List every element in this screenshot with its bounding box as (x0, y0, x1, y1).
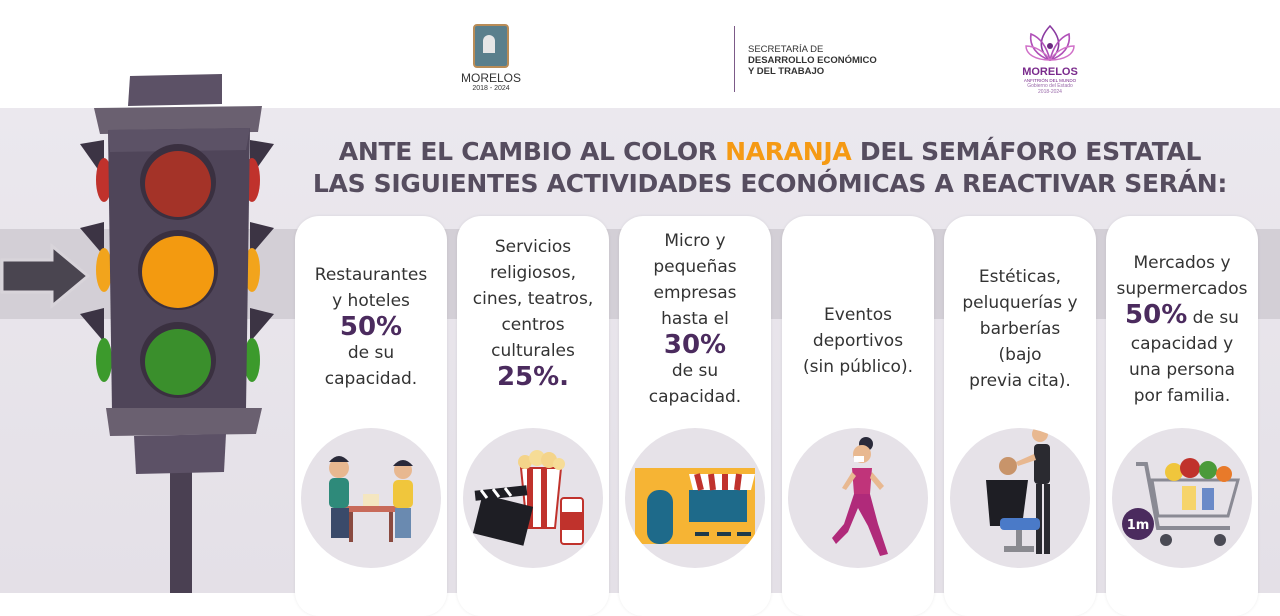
card-line: supermercados (1116, 279, 1248, 299)
secretaria-line-2: DESARROLLO ECONÓMICO (748, 55, 877, 66)
card-text: Servicios religiosos, cines, teatros, ce… (463, 234, 603, 390)
card-line: de su (347, 343, 395, 363)
shopping-cart-icon: 1m (1112, 428, 1252, 568)
card-line: hasta el (661, 309, 729, 329)
morelos-logo-years: 2018 - 2024 (472, 85, 510, 92)
activity-card-markets: Mercados y supermercados 50% de su capac… (1106, 216, 1258, 616)
card-line: religiosos, (490, 263, 576, 283)
card-line: capacidad. (648, 387, 742, 407)
lotus-icon (1025, 24, 1075, 62)
traffic-light-illustration (0, 74, 274, 593)
red-light (145, 151, 211, 217)
card-line: barberías (979, 319, 1061, 339)
secretaria-line-3: Y DEL TRABAJO (748, 66, 825, 77)
runner-icon (788, 428, 928, 568)
card-line: y hoteles (332, 291, 410, 311)
card-percentage: 50% (339, 312, 403, 342)
card-line: Eventos (824, 305, 892, 325)
card-line: culturales (491, 341, 575, 361)
barber-icon (950, 428, 1090, 568)
card-line: centros (501, 315, 565, 335)
card-line: Restaurantes (314, 265, 428, 285)
traffic-top-cap (128, 74, 222, 106)
card-percentage: 25%. (496, 362, 570, 392)
arrow-right-icon (0, 242, 91, 310)
activity-card-small-business: Micro y pequeñas empresas hasta el 30% d… (619, 216, 771, 616)
people-at-table-icon (301, 428, 441, 568)
card-line: de su (671, 361, 719, 381)
lotus-logo-name: MORELOS (1022, 66, 1078, 78)
title-line-1: ANTE EL CAMBIO AL COLOR NARANJA DEL SEMÁ… (300, 136, 1240, 168)
card-line: empresas (653, 283, 737, 303)
storefront-icon (625, 428, 765, 568)
government-lotus-logo: MORELOS ANFITRIÓN DEL MUNDO Gobierno del… (1014, 22, 1086, 95)
title-highlight-naranja: NARANJA (725, 137, 852, 166)
card-text: Restaurantes y hoteles 50% de su capacid… (301, 262, 441, 392)
card-line: (sin público). (803, 357, 913, 377)
card-line: pequeñas (653, 257, 737, 277)
card-percentage: 30% (663, 330, 727, 360)
card-line: Micro y (664, 231, 726, 251)
card-line: por familia. (1133, 386, 1231, 406)
card-text: Mercados y supermercados 50% de su capac… (1112, 250, 1252, 409)
green-light (145, 329, 211, 395)
lotus-logo-sub1: Gobierno del Estado (1027, 83, 1073, 89)
card-text: Estéticas, peluquerías y barberías (bajo… (950, 264, 1090, 394)
card-text: Micro y pequeñas empresas hasta el 30% d… (625, 228, 765, 410)
activity-card-religious-cinema: Servicios religiosos, cines, teatros, ce… (457, 216, 609, 616)
distance-badge-text: 1m (1127, 518, 1150, 533)
title-text-after: DEL SEMÁFORO ESTATAL (851, 137, 1202, 166)
card-line: Mercados y (1133, 253, 1231, 273)
card-line: cines, teatros, (472, 289, 594, 309)
card-line: Servicios (494, 237, 572, 257)
card-line: de su (1187, 308, 1239, 328)
popcorn-clapperboard-icon (463, 428, 603, 568)
card-line: (bajo (998, 345, 1042, 365)
lotus-logo-tagline: ANFITRIÓN DEL MUNDO (1023, 78, 1077, 83)
secretaria-line-1: SECRETARÍA DE (748, 44, 824, 55)
card-line: una persona (1128, 360, 1236, 380)
header-divider (734, 26, 735, 92)
card-line: deportivos (812, 331, 904, 351)
activity-card-restaurants: Restaurantes y hoteles 50% de su capacid… (295, 216, 447, 616)
card-line: capacidad y (1130, 334, 1234, 354)
card-percentage: 50% (1125, 300, 1188, 330)
amber-light (142, 236, 214, 308)
main-title: ANTE EL CAMBIO AL COLOR NARANJA DEL SEMÁ… (300, 136, 1240, 200)
traffic-pole (170, 465, 192, 593)
morelos-logo-name: MORELOS (460, 71, 521, 85)
secretaria-label: SECRETARÍA DE DESARROLLO ECONÓMICO Y DEL… (748, 44, 877, 77)
state-seal-icon (473, 24, 509, 68)
lotus-logo-sub2: 2018-2024 (1038, 89, 1062, 95)
card-line: peluquerías y (962, 293, 1078, 313)
activity-card-salons-barbers: Estéticas, peluquerías y barberías (bajo… (944, 216, 1096, 616)
title-line-2: LAS SIGUIENTES ACTIVIDADES ECONÓMICAS A … (312, 169, 1228, 198)
card-text: Eventos deportivos (sin público). (788, 302, 928, 380)
title-text-before: ANTE EL CAMBIO AL COLOR (338, 137, 726, 166)
card-line: Estéticas, (978, 267, 1062, 287)
activity-card-sports-events: Eventos deportivos (sin público). (782, 216, 934, 616)
traffic-visor-top (94, 106, 262, 134)
card-line: capacidad. (324, 369, 418, 389)
morelos-seal-logo: MORELOS 2018 - 2024 (458, 24, 524, 92)
card-line: previa cita). (969, 371, 1071, 391)
